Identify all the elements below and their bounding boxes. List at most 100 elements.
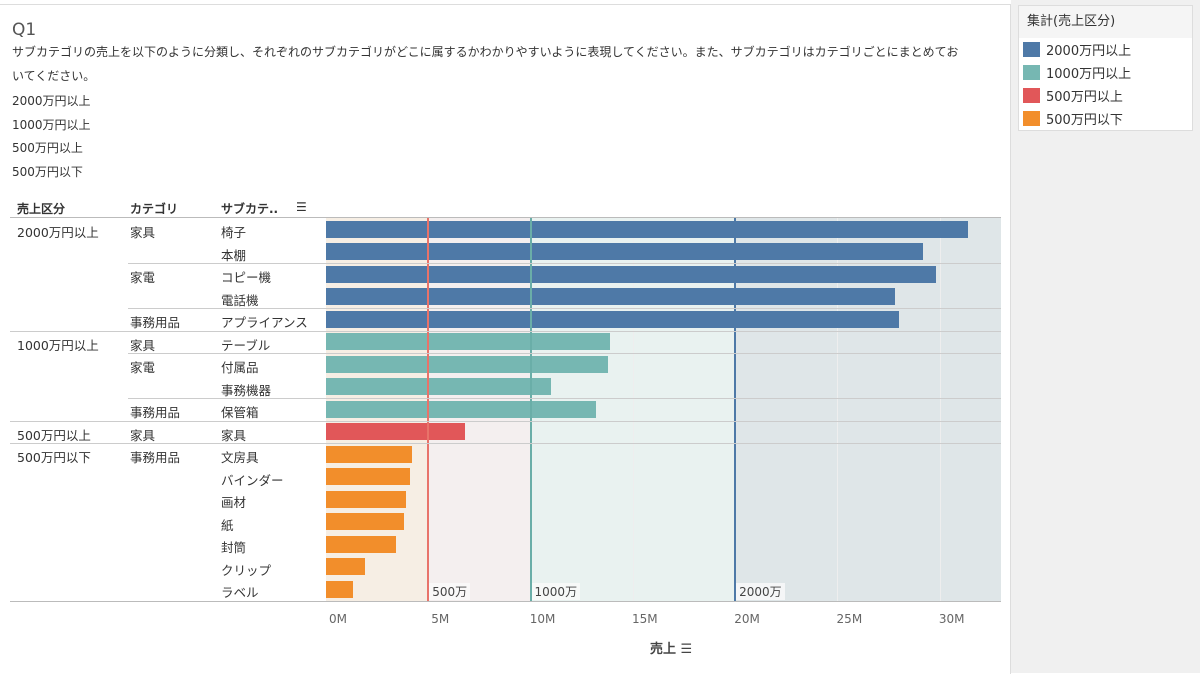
reference-line xyxy=(427,218,430,601)
sheet-title: Q1 xyxy=(12,20,37,40)
plot-area: 500万 1000万 2000万 xyxy=(326,218,1001,601)
category-divider xyxy=(128,308,1001,310)
segment-label: 500万円以下 xyxy=(17,450,91,466)
reference-line-label: 1000万 xyxy=(531,583,581,600)
legend-label: 500万円以下 xyxy=(1046,113,1123,128)
category-divider xyxy=(128,398,1001,400)
axis-line xyxy=(10,601,1001,602)
category-label: 事務用品 xyxy=(130,450,181,466)
x-tick-label: 5M xyxy=(431,612,450,626)
subcategory-label: クリップ xyxy=(221,562,272,578)
legend-item[interactable]: 500万円以上 xyxy=(1019,84,1192,107)
legend-item[interactable]: 2000万円以上 xyxy=(1019,38,1192,61)
header-category[interactable]: カテゴリ xyxy=(130,202,179,216)
legend-swatch xyxy=(1023,111,1040,126)
bar-ラベル[interactable] xyxy=(326,580,353,598)
category-label: 家具 xyxy=(130,427,156,443)
x-tick-label: 10M xyxy=(529,612,556,626)
x-tick-label: 0M xyxy=(329,612,347,626)
legend-label: 500万円以上 xyxy=(1046,90,1123,105)
segment-label: 1000万円以上 xyxy=(17,337,99,353)
legend-label: 1000万円以上 xyxy=(1046,67,1132,82)
subcategory-label: アプライアンス xyxy=(221,315,308,331)
subcategory-label: 封筒 xyxy=(221,540,247,556)
category-label: 家具 xyxy=(130,337,156,353)
header-subcategory[interactable]: サブカテ.. xyxy=(221,202,279,216)
bar-椅子[interactable] xyxy=(326,220,969,238)
description-line: 1000万円以上 xyxy=(12,118,91,132)
legend-title: 集計(売上区分) xyxy=(1019,6,1192,38)
subcategory-label: ラベル xyxy=(221,585,259,601)
bar-付属品[interactable] xyxy=(326,355,609,373)
reference-line xyxy=(734,218,737,601)
reference-line xyxy=(529,218,532,601)
bar-コピー機[interactable] xyxy=(326,265,936,283)
subcategory-label: 事務機器 xyxy=(221,382,272,398)
category-label: 家電 xyxy=(130,360,156,376)
legend-label: 2000万円以上 xyxy=(1046,44,1132,59)
gridline xyxy=(939,218,941,601)
x-tick-label: 25M xyxy=(836,612,863,626)
x-axis-label[interactable]: 売上 ☰ xyxy=(650,642,693,657)
bar-バインダー[interactable] xyxy=(326,468,410,486)
header-divider xyxy=(10,217,1001,218)
subcategory-label: コピー機 xyxy=(221,270,272,286)
subcategory-label: 電話機 xyxy=(221,292,259,308)
subcategory-label: 本棚 xyxy=(221,247,247,263)
reference-line-label: 2000万 xyxy=(736,583,785,600)
bar-本棚[interactable] xyxy=(326,243,924,261)
subcategory-label: 家具 xyxy=(221,427,247,443)
bar-アプライアンス[interactable] xyxy=(326,310,899,328)
category-divider xyxy=(128,353,1001,355)
description-line: 500万円以上 xyxy=(12,141,83,155)
sort-icon: ☰ xyxy=(680,642,693,657)
category-label: 家具 xyxy=(130,225,156,240)
category-label: 事務用品 xyxy=(130,405,181,421)
subcategory-label: 椅子 xyxy=(221,225,247,240)
subcategory-label: 文房具 xyxy=(221,450,259,466)
legend-item[interactable]: 500万円以下 xyxy=(1019,107,1192,130)
subcategory-label: 紙 xyxy=(221,517,234,533)
category-label: 事務用品 xyxy=(130,315,181,331)
description-line: 2000万円以上 xyxy=(12,94,91,108)
category-label: 家電 xyxy=(130,270,156,286)
bar-封筒[interactable] xyxy=(326,535,396,553)
bar-電話機[interactable] xyxy=(326,288,895,306)
bar-家具[interactable] xyxy=(326,423,466,441)
subcategory-label: 保管箱 xyxy=(221,405,259,421)
subcategory-label: バインダー xyxy=(221,472,284,488)
description-line: サブカテゴリの売上を以下のように分類し、それぞれのサブカテゴリがどこに属するかわ… xyxy=(12,45,959,59)
worksheet xyxy=(0,4,1011,674)
gridline xyxy=(632,218,634,601)
subcategory-label: 付属品 xyxy=(221,360,259,376)
header-segment[interactable]: 売上区分 xyxy=(17,202,66,216)
reference-line-label: 500万 xyxy=(429,583,471,600)
subcategory-label: テーブル xyxy=(221,337,271,353)
segment-divider xyxy=(10,330,1001,332)
legend-item[interactable]: 1000万円以上 xyxy=(1019,61,1192,84)
legend-swatch xyxy=(1023,88,1040,103)
description-line: 500万円以下 xyxy=(12,165,83,179)
legend-swatch xyxy=(1023,42,1040,57)
bar-画材[interactable] xyxy=(326,490,406,508)
bar-クリップ[interactable] xyxy=(326,558,365,576)
bar-テーブル[interactable] xyxy=(326,333,611,351)
sort-descending-icon[interactable]: ☰ xyxy=(296,200,307,214)
x-tick-label: 20M xyxy=(734,612,760,626)
gridline xyxy=(837,218,839,601)
color-legend[interactable]: 集計(売上区分) 2000万円以上 1000万円以上 500万円以上 500万円以下 xyxy=(1018,5,1193,131)
segment-label: 500万円以上 xyxy=(17,427,91,443)
segment-divider xyxy=(10,443,1001,445)
x-tick-label: 15M xyxy=(632,612,658,626)
bar-紙[interactable] xyxy=(326,513,404,531)
category-divider xyxy=(128,263,1001,265)
segment-divider xyxy=(10,420,1001,422)
bar-事務機器[interactable] xyxy=(326,378,551,396)
x-tick-label: 30M xyxy=(938,612,965,626)
subcategory-label: 画材 xyxy=(221,495,247,511)
segment-label: 2000万円以上 xyxy=(17,225,99,240)
bar-文房具[interactable] xyxy=(326,445,412,463)
legend-swatch xyxy=(1023,65,1040,80)
description-line: いてください。 xyxy=(12,69,96,83)
bar-保管箱[interactable] xyxy=(326,400,596,418)
